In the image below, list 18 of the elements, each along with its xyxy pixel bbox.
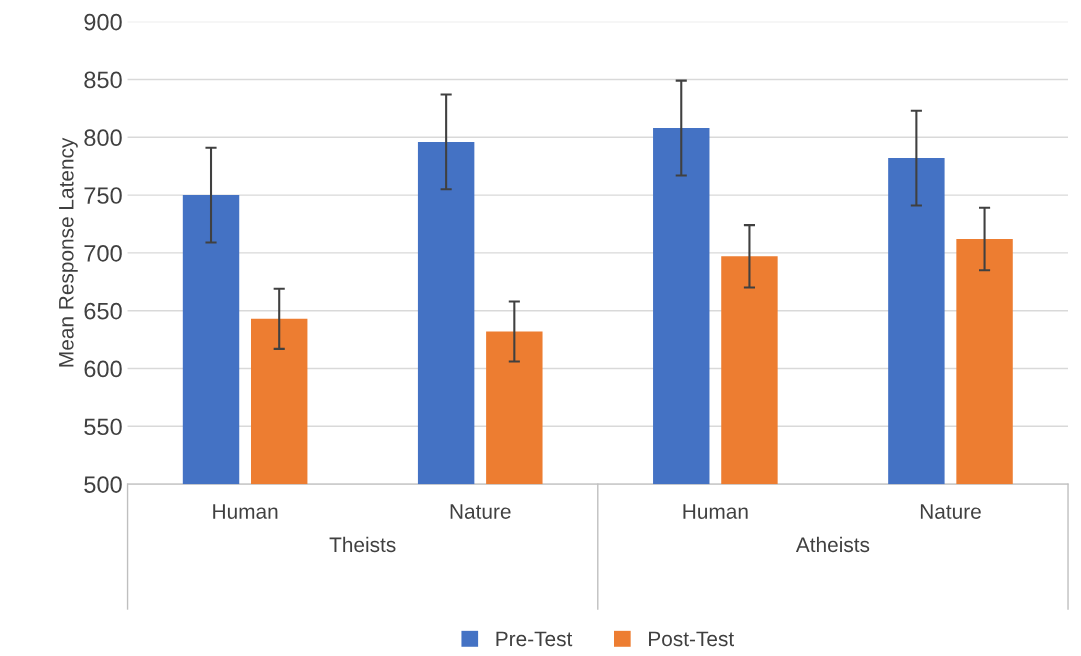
x-tick-label: Human [213,504,278,519]
legend-label: Pre-Test [496,631,573,647]
x-tick-label: Nature [920,504,981,519]
y-tick-label: 750 [84,187,122,204]
y-tick-label: 700 [84,244,122,262]
text: Theists [329,536,396,553]
y-tick-label: 900 [84,13,122,31]
x-tick-label: Human [683,504,748,519]
y-tick-label: 550 [84,418,122,436]
text: Atheists [795,536,870,553]
legend-label: Post-Test [649,631,734,647]
y-tick-label: 600 [84,360,122,378]
y-tick-label: 800 [84,129,122,147]
y-tick-label: 500 [84,476,122,493]
y-tick-label: 650 [84,302,122,320]
y-axis-title: Mean Response Latency [59,137,78,367]
x-tick-label: Nature [450,504,511,519]
y-tick-label: 850 [84,71,122,89]
